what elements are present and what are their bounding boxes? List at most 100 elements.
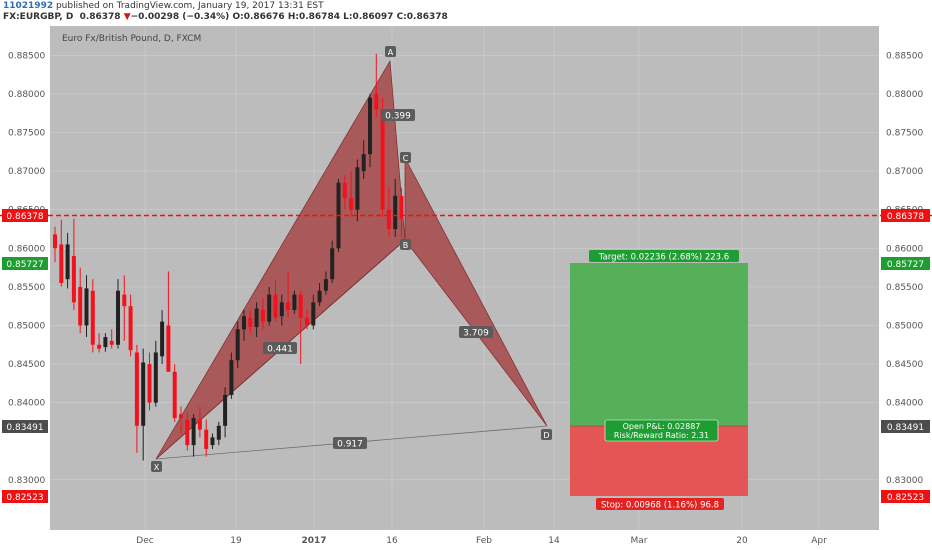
candle [349,171,354,218]
y-tick-label: 0.85500 [8,283,45,293]
point-label-x: X [151,461,162,472]
y-tick-label: 0.87000 [886,167,923,177]
candle-body [166,325,171,372]
y-tick-label: 0.83000 [8,476,45,486]
y-tick-label: 0.85000 [886,321,923,331]
x-tick-label: Feb [476,536,492,546]
candle-body [71,256,76,303]
point-label-a: A [385,46,396,57]
price-badges-right: 0.86378 0.85727 0.83491 0.82523 [881,209,930,503]
candle [216,421,221,446]
candle [71,218,76,311]
ratio-label-bd: 3.709 [459,326,493,339]
down-arrow-icon: ▼ [123,12,131,22]
candle-body [260,310,265,322]
publish-text: published on TradingView.com, January 19… [53,1,324,11]
x-tick-label: Mar [631,536,648,546]
candle [298,290,303,365]
candle-body [109,340,114,345]
candle [248,310,253,334]
candle-body [229,360,234,395]
stop-price-badge-right: 0.82523 [881,490,930,503]
change-value: −0.00298 (−0.34%) [130,12,230,22]
candle-body [235,329,240,361]
candle [185,411,190,451]
price-chart[interactable]: Euro Fx/British Pound, D, FXCM A B C X D… [0,24,932,550]
candle-body [242,316,246,330]
candle-body [292,294,297,311]
candle [260,298,265,330]
y-tick-label: 0.88500 [8,51,45,61]
ratio-label-xd: 0.917 [333,437,367,450]
candle-body [286,302,291,311]
publisher-id[interactable]: 11021992 [3,1,54,11]
low-value: L:0.86097 [343,12,394,22]
candle-body [216,425,221,440]
target-label: Target: 0.02236 (2.68%) 223.6 [598,253,729,263]
candle [59,219,64,287]
candle-body [97,344,102,349]
svg-text:0.917: 0.917 [337,440,363,450]
svg-text:0.82523: 0.82523 [887,493,924,503]
candle [393,178,398,237]
svg-text:0.86378: 0.86378 [6,212,43,222]
svg-text:D: D [543,431,549,440]
svg-text:A: A [388,48,394,57]
risk-reward-label: Risk/Reward Ratio: 2.31 [614,431,709,440]
y-tick-label: 0.85000 [8,321,45,331]
candle-body [160,321,165,357]
y-tick-label: 0.88500 [886,51,923,61]
candle [267,286,272,326]
y-tick-label: 0.85500 [886,283,923,293]
y-tick-label: 0.84000 [8,399,45,409]
candle [116,279,120,349]
x-axis[interactable]: Dec 19 2017 16 Feb 14 Mar 20 Apr [136,536,827,546]
candle-body [84,288,89,326]
candle-body [78,286,83,326]
open-value: O:0.86676 [232,12,285,22]
candle [323,271,328,295]
candle-body [361,154,366,172]
candle-body [279,302,284,317]
svg-text:0.83491: 0.83491 [887,423,924,433]
candle-body [134,352,139,426]
svg-text:0.82523: 0.82523 [6,493,43,503]
y-tick-label: 0.87500 [886,129,923,139]
x-tick-label: 19 [230,536,242,546]
symbol-label: FX:EURGBP, D [3,12,74,22]
candle [166,271,171,372]
target-price-badge-right: 0.85727 [881,257,930,270]
candle-body [204,429,209,449]
candle-body [90,290,95,345]
svg-text:0.85727: 0.85727 [6,260,43,270]
candle-body [380,109,385,210]
candle-body [59,244,64,284]
pnl-label-bg [604,419,719,442]
x-tick-label: Apr [811,536,827,546]
long-position-tool[interactable]: Target: 0.02236 (2.68%) 223.6 Open P&L: … [570,250,748,511]
profit-zone[interactable] [570,263,748,426]
candle [242,310,246,341]
x-tick-label: 16 [386,536,398,546]
candle [65,232,70,289]
publish-line: 11021992 published on TradingView.com, J… [3,1,324,12]
current-price-badge-left: 0.86378 [2,209,48,222]
candle [122,275,127,341]
y-tick-label: 0.88000 [886,90,923,100]
entry-price-badge-right: 0.83491 [881,420,930,433]
candle-body [393,195,398,229]
candle [223,387,228,438]
point-label-c: C [400,152,411,163]
candle-body [191,418,196,446]
x-tick-label: 2017 [301,536,326,546]
candle-body [342,182,347,199]
candle [355,159,360,222]
candle [311,294,316,330]
candle-body [386,209,391,229]
svg-text:X: X [154,463,160,472]
svg-text:B: B [403,241,409,250]
candle [286,271,291,318]
candle-body [267,294,272,322]
candle [254,302,259,338]
candle-body [223,394,228,426]
